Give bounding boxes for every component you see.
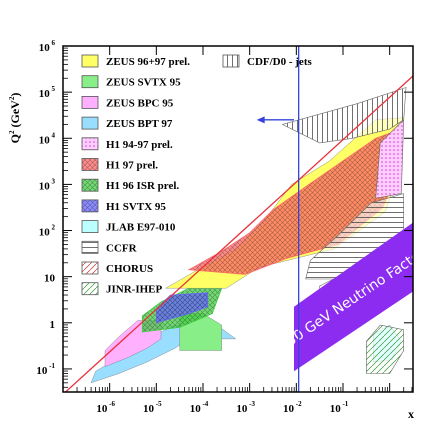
legend-label: CCFR [106, 242, 138, 254]
y-tick-label: 10 6 [39, 39, 56, 54]
x-tick-label: 10 -1 [330, 400, 349, 415]
arrow-head [256, 116, 265, 124]
y-tick-label: 10 5 [39, 85, 56, 100]
legend-label: ZEUS BPC 95 [106, 97, 174, 109]
legend-label: H1 97 prel. [106, 160, 158, 172]
legend-item-jlab-e97-010: JLAB E97-010 [81, 220, 176, 234]
legend-swatch [81, 75, 99, 89]
y-tick-label: 10 4 [39, 131, 56, 146]
legend-swatch [81, 240, 99, 254]
x-tick-label: 10 -4 [190, 400, 209, 415]
legend-item-zeus-svtx-95: ZEUS SVTX 95 [81, 75, 181, 89]
legend-swatch [81, 158, 99, 171]
legend-label: H1 SVTX 95 [106, 201, 166, 213]
legend-label: CHORUS [106, 263, 153, 275]
plot-frame [62, 45, 414, 393]
y-tick-label: 10 [44, 273, 56, 285]
region-hatch [187, 128, 402, 275]
legend-label: CDF/D0 - jets [247, 56, 312, 68]
regions-layer [90, 87, 407, 384]
region-h1-94-97-prel [375, 119, 405, 199]
legend-swatch [81, 96, 99, 109]
legend-swatch [222, 54, 240, 68]
legend-swatch [81, 199, 99, 213]
legend-item-h1-svtx-95: H1 SVTX 95 [81, 199, 166, 213]
legend-item-h1-96-isr-prel: H1 96 ISR prel. [81, 178, 179, 192]
legend-item-ccfr: CCFR [81, 240, 138, 254]
neutrino-factory-band [294, 222, 413, 372]
legend-item-h1-94-97-prel: H1 94-97 prel. [81, 137, 173, 151]
region-hatch [281, 87, 407, 144]
legend-swatch [81, 282, 99, 296]
x-tick-label: 10 -2 [283, 400, 302, 415]
legend-item-chorus: CHORUS [81, 261, 153, 275]
legend-swatch [81, 137, 99, 151]
region-cdf-d0-jets [281, 87, 407, 144]
legend-item-h1-97-prel: H1 97 prel. [81, 158, 158, 172]
legend-swatch [81, 220, 99, 234]
x-tick-label: 10 -3 [236, 400, 255, 415]
legend-item-zeus-bpt-97: ZEUS BPT 97 [81, 116, 173, 130]
region-jinr-ihep [365, 324, 405, 374]
legend-item-jinr-ihep: JINR-IHEP [81, 282, 163, 296]
axes-layer: 10 -6 10 -5 10 -4 10 -3 10 -2 10 -1 10 -1 1 10 10… [36, 39, 413, 415]
legend-label: JLAB E97-010 [106, 222, 176, 234]
legend-label: H1 94-97 prel. [106, 139, 173, 151]
legend-label: ZEUS 96+97 prel. [106, 56, 190, 68]
legend-swatch [81, 54, 99, 68]
legend-item-zeus-bpc-95: ZEUS BPC 95 [81, 96, 174, 109]
y-tick-label: 10 2 [39, 224, 56, 239]
region-hatch [365, 324, 405, 374]
x-tick-label: 10 -6 [96, 400, 115, 415]
y-axis-label: Q2 (GeV2) [8, 93, 22, 144]
legend-label: ZEUS SVTX 95 [106, 77, 181, 89]
region-h1-97-prel [187, 128, 402, 275]
legend-swatch [81, 178, 99, 192]
legend-label: H1 96 ISR prel. [106, 180, 179, 192]
legend-item-cdf-d0-jets: CDF/D0 - jets [222, 54, 312, 68]
svg-text:Q2 (GeV2): Q2 (GeV2) [8, 93, 22, 144]
legend-label: ZEUS BPT 97 [106, 118, 173, 130]
legend: ZEUS 96+97 prel. ZEUS SVTX 95 ZEUS BPC 95 Z… [81, 54, 312, 296]
legend-swatch [81, 116, 99, 130]
x-tick-label: 10 -5 [143, 400, 162, 415]
legend-label: JINR-IHEP [106, 284, 163, 296]
kinematic-limit-line [64, 75, 413, 392]
y-tick-label: 10 -1 [36, 362, 55, 377]
legend-swatch [81, 261, 99, 275]
x-axis-label: x [408, 407, 414, 421]
y-tick-label: 1 [50, 319, 56, 331]
y-tick-label: 10 3 [39, 177, 56, 192]
legend-item-zeus-96-97-prel: ZEUS 96+97 prel. [81, 54, 190, 68]
